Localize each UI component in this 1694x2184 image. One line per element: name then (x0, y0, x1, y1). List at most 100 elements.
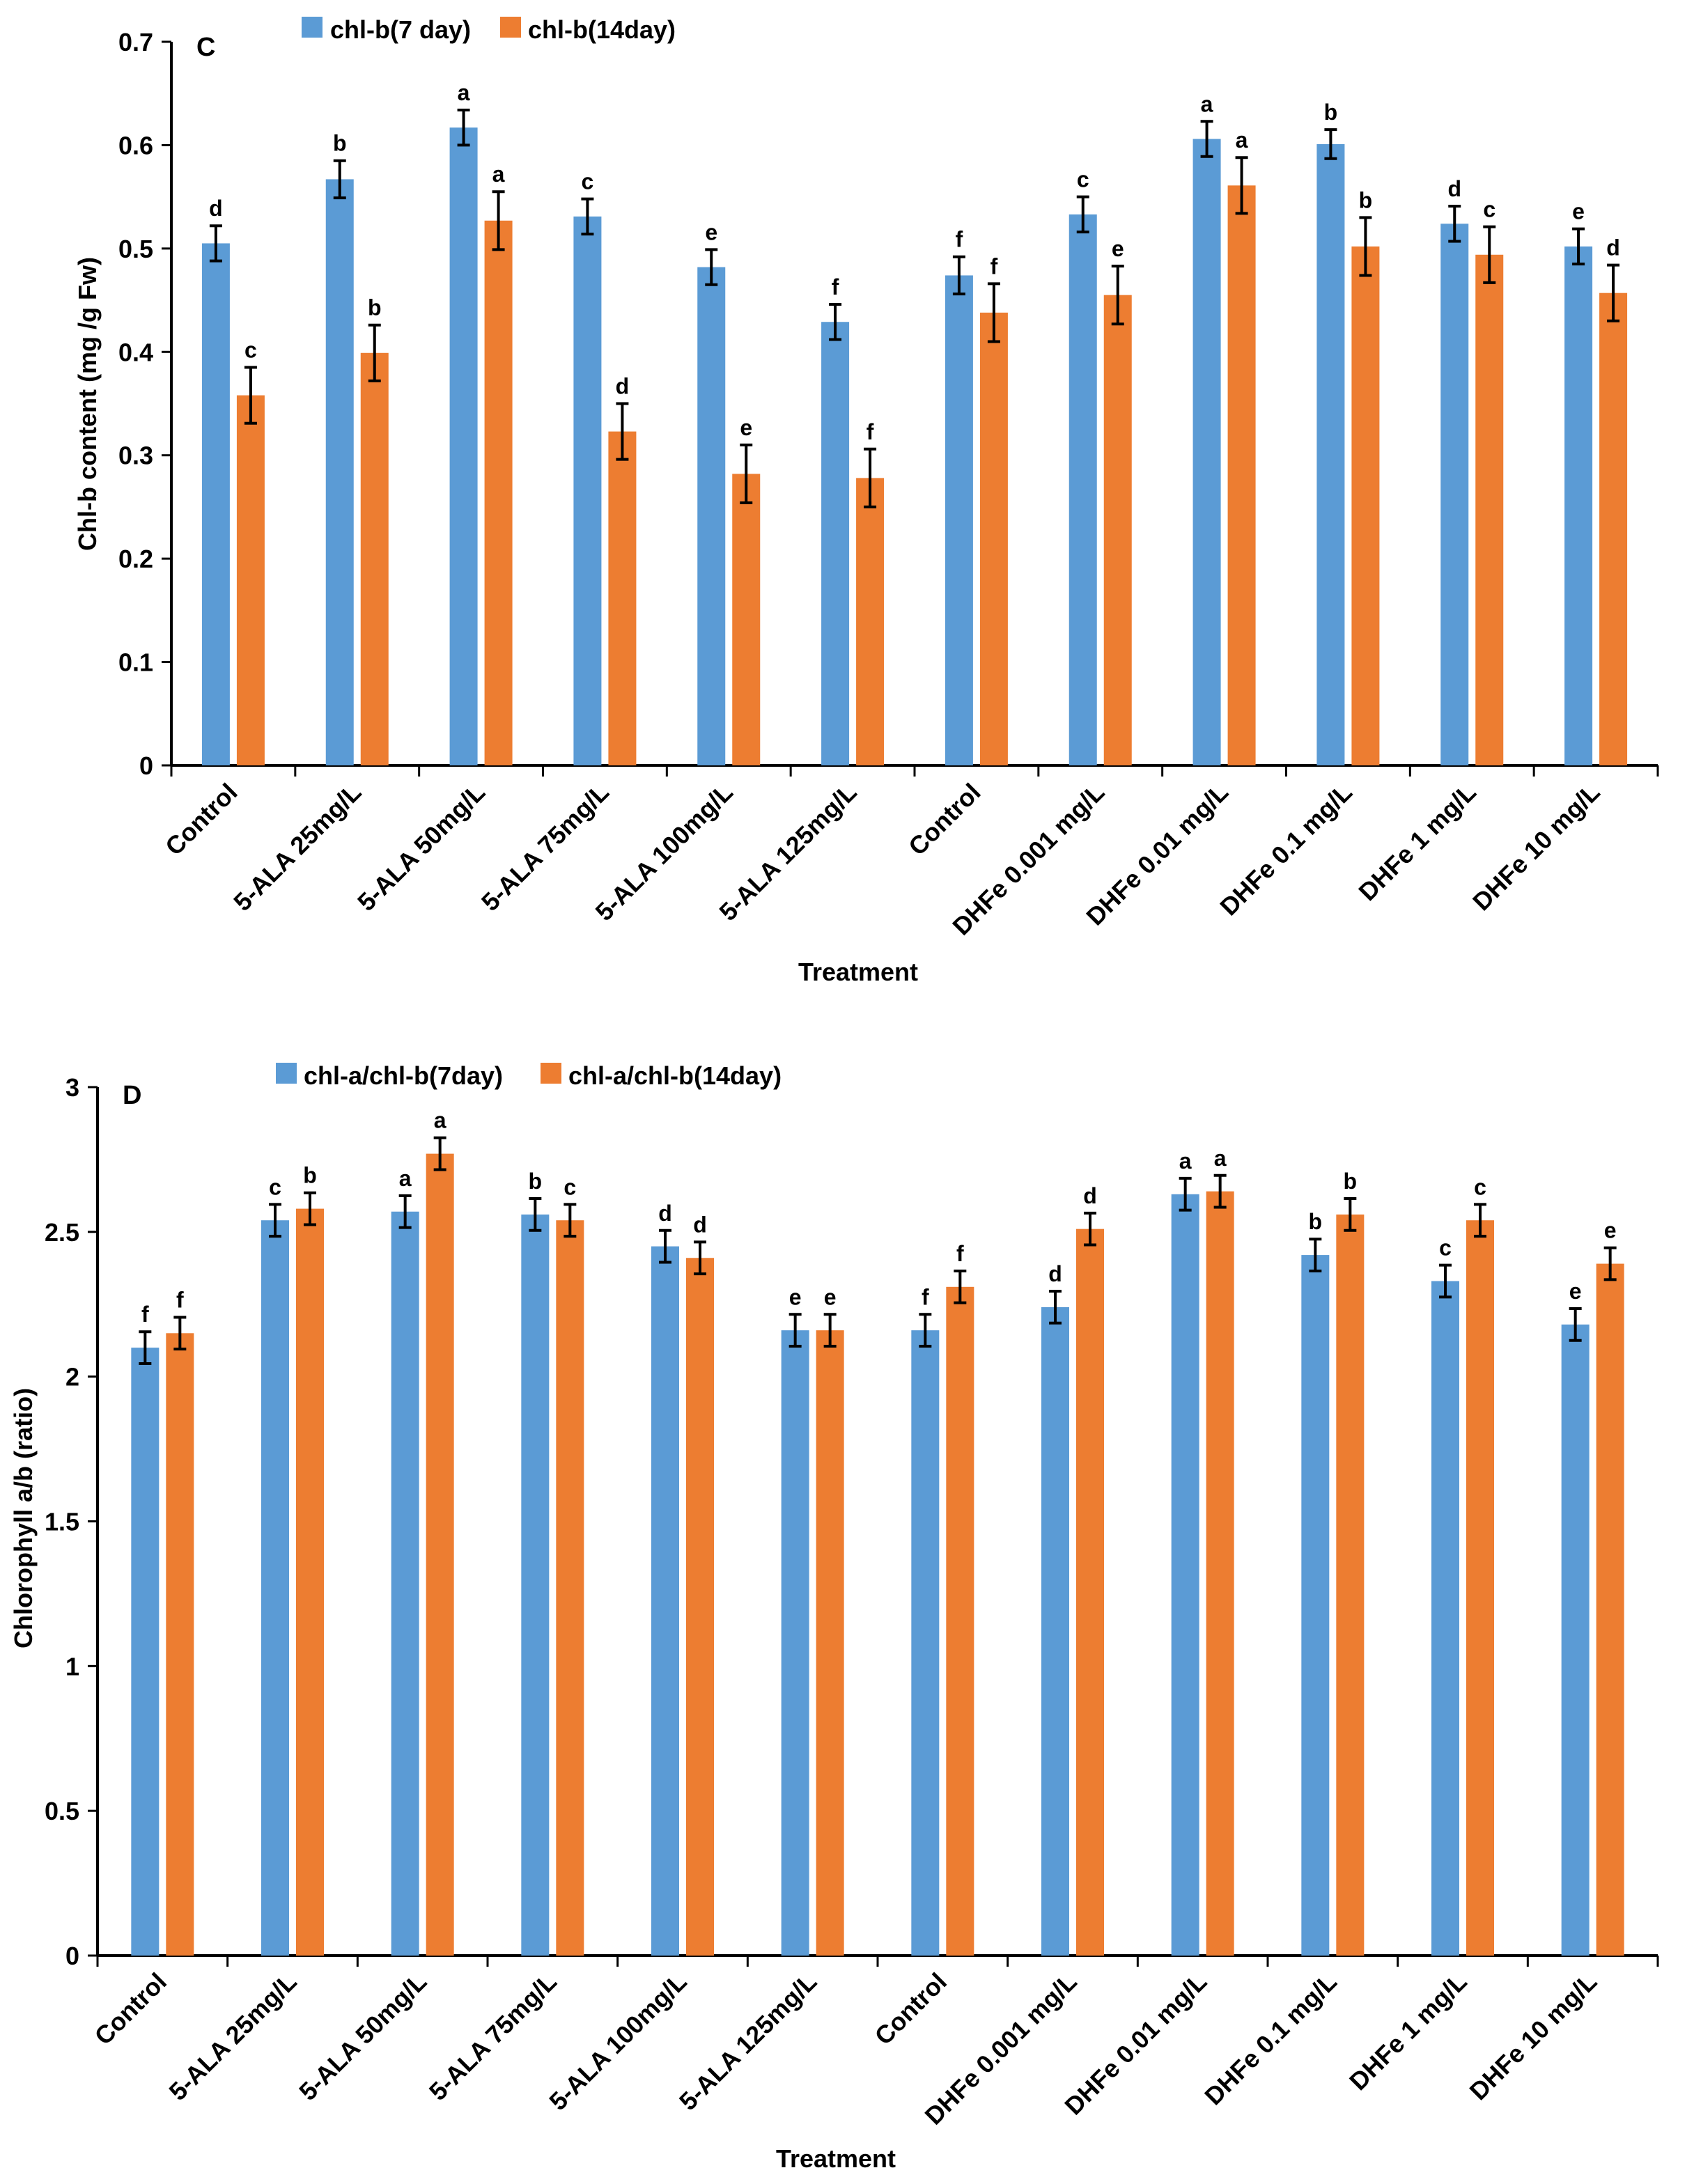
bar-series2 (484, 220, 513, 765)
category-label: DHFe 1 mg/L (1344, 1967, 1472, 2096)
legend-label: chl-a/chl-b(14day) (568, 1061, 782, 1090)
significance-label: e (1572, 199, 1585, 224)
category-label: 5-ALA 25mg/L (163, 1967, 302, 2106)
bar-series1 (945, 275, 973, 765)
significance-label: a (458, 80, 470, 105)
bar-series1 (1431, 1281, 1459, 1956)
bar-series2 (1351, 246, 1380, 766)
bar-series1 (1171, 1194, 1199, 1956)
category-label: 5-ALA 75mg/L (476, 778, 614, 916)
significance-label: f (141, 1302, 149, 1327)
bar-series2 (946, 1286, 974, 1956)
significance-label: c (1077, 167, 1089, 192)
significance-label: f (956, 227, 963, 252)
bar-series1 (1316, 143, 1345, 766)
y-axis-title: Chl-b content (mg /g Fw) (73, 257, 102, 551)
bar-series2 (166, 1333, 194, 1956)
bar-series2 (1206, 1191, 1234, 1956)
significance-label: f (922, 1284, 929, 1309)
y-tick-label: 2.5 (45, 1218, 79, 1247)
significance-label: e (824, 1284, 837, 1309)
legend-label: chl-a/chl-b(7day) (304, 1061, 503, 1090)
panel-label: D (123, 1081, 141, 1110)
bar-series2 (426, 1153, 454, 1956)
bar-series2 (1599, 292, 1628, 766)
bar-series1 (391, 1211, 419, 1956)
category-label: 5-ALA 125mg/L (674, 1967, 822, 2116)
bar-series2 (236, 395, 265, 765)
significance-label: d (1606, 235, 1620, 260)
significance-label: e (1604, 1218, 1617, 1243)
significance-label: e (705, 219, 717, 244)
bar-series1 (1301, 1255, 1330, 1956)
bar-series2 (686, 1258, 714, 1956)
y-tick-label: 1 (65, 1652, 79, 1680)
bar-series2 (1596, 1263, 1624, 1956)
y-tick-label: 3 (65, 1073, 79, 1102)
significance-label: c (269, 1174, 281, 1199)
bar-series2 (816, 1330, 844, 1956)
significance-label: c (1483, 197, 1495, 222)
significance-label: c (1439, 1235, 1452, 1261)
category-label: DHFe 10 mg/L (1464, 1967, 1603, 2106)
significance-label: b (529, 1169, 543, 1194)
y-tick-label: 0.3 (118, 442, 153, 470)
significance-label: f (990, 254, 998, 279)
significance-label: b (333, 131, 347, 156)
category-label: 5-ALA 75mg/L (424, 1967, 562, 2106)
category-label: DHFe 1 mg/L (1353, 778, 1482, 907)
significance-label: c (244, 338, 257, 363)
y-tick-label: 0 (65, 1942, 79, 1970)
legend-label: chl-b(7 day) (330, 15, 471, 44)
category-label: DHFe 0.01 mg/L (1059, 1967, 1212, 2121)
legend-swatch (541, 1063, 561, 1084)
bar-series2 (1475, 254, 1504, 766)
bar-series1 (131, 1348, 160, 1956)
bar-series2 (1076, 1228, 1104, 1956)
bar-series2 (1103, 295, 1132, 765)
significance-label: b (1309, 1209, 1323, 1234)
significance-label: c (582, 169, 594, 194)
bar-series2 (732, 474, 761, 765)
bar-series1 (573, 216, 602, 765)
category-label: 5-ALA 50mg/L (352, 778, 490, 916)
y-tick-label: 0.4 (118, 338, 153, 366)
x-axis-title: Treatment (776, 2144, 896, 2173)
bar-series1 (1564, 246, 1593, 766)
bar-series2 (296, 1208, 324, 1956)
category-label: DHFe 0.1 mg/L (1199, 1967, 1342, 2111)
bar-series1 (1440, 224, 1469, 766)
significance-label: a (434, 1108, 446, 1133)
significance-label: a (1214, 1146, 1227, 1171)
significance-label: b (303, 1163, 317, 1188)
significance-label: b (1324, 100, 1338, 125)
significance-label: b (1359, 187, 1373, 212)
significance-label: e (1112, 236, 1124, 261)
significance-label: e (789, 1284, 802, 1309)
y-tick-label: 0.5 (45, 1797, 79, 1825)
category-label: 5-ALA 25mg/L (228, 778, 366, 916)
category-label: DHFe 0.1 mg/L (1214, 778, 1358, 921)
legend-label: chl-b(14day) (528, 15, 676, 44)
y-axis-title: Chlorophyll a/b (ratio) (9, 1388, 38, 1648)
legend-swatch (500, 17, 521, 38)
bar-series2 (608, 431, 637, 765)
bar-series1 (651, 1246, 679, 1956)
bar-series1 (821, 322, 850, 765)
bar-series1 (1069, 214, 1097, 765)
significance-label: d (658, 1201, 672, 1226)
significance-label: f (176, 1287, 184, 1312)
significance-label: d (693, 1212, 707, 1237)
significance-label: c (564, 1174, 576, 1199)
significance-label: b (1344, 1169, 1358, 1194)
bar-series1 (1041, 1306, 1069, 1956)
bar-series1 (201, 243, 230, 766)
x-axis-title: Treatment (798, 958, 918, 986)
bar-series1 (261, 1220, 289, 1956)
y-tick-label: 0.5 (118, 235, 153, 263)
bar-series1 (449, 127, 478, 766)
bar-series1 (1192, 139, 1221, 766)
bar-series2 (1227, 185, 1256, 766)
